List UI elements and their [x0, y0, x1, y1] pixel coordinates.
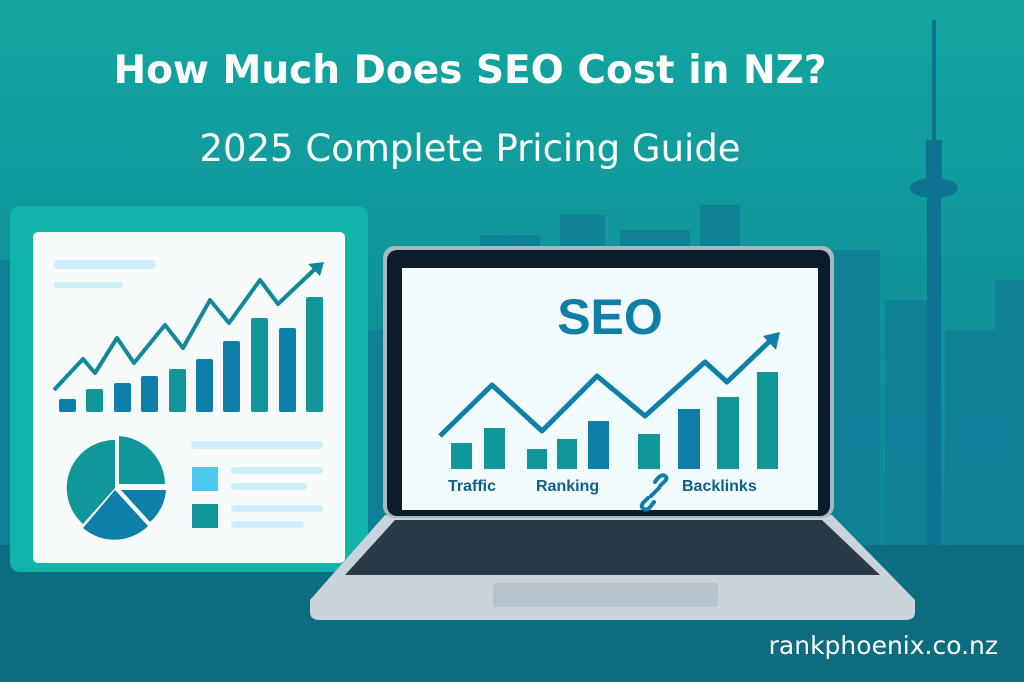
link-icon	[639, 473, 669, 512]
trend-arrow-icon	[438, 332, 780, 438]
keyboard	[345, 520, 880, 575]
page-title: How Much Does SEO Cost in NZ?	[113, 48, 827, 93]
touchpad	[493, 583, 718, 607]
site-url: rankphoenix.co.nz	[768, 631, 998, 660]
screen-bar-chart	[451, 372, 778, 469]
report-card	[10, 206, 368, 572]
bar-chart-icon	[59, 297, 323, 412]
trend-arrow-icon	[52, 262, 324, 392]
legend-swatch	[192, 504, 218, 528]
label-backlinks: Backlinks	[682, 478, 757, 495]
pie-chart-icon	[66, 436, 166, 540]
legend-swatch	[192, 467, 218, 491]
screen-title: SEO	[557, 289, 663, 345]
sky-tower	[910, 20, 958, 555]
laptop	[310, 246, 915, 620]
page-subtitle: 2025 Complete Pricing Guide	[199, 127, 741, 170]
label-ranking: Ranking	[536, 478, 600, 495]
label-traffic: Traffic	[448, 478, 497, 495]
